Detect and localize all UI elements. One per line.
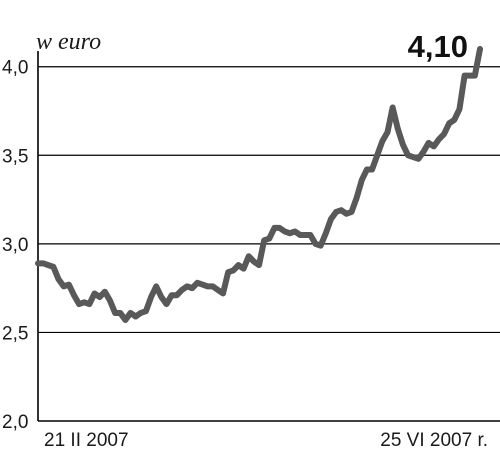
unit-label: w euro [36, 29, 101, 55]
x-end-label: 25 VI 2007 r. [380, 430, 488, 451]
y-tick-label: 3,5 [2, 146, 28, 167]
y-tick-label: 2,5 [2, 323, 28, 344]
y-tick-labels: 2,0 2,5 3,0 3,5 4,0 [2, 58, 28, 433]
y-tick-label: 3,0 [2, 235, 28, 256]
gridlines [38, 66, 500, 334]
last-value-label: 4,10 [408, 29, 468, 64]
series-line [35, 46, 483, 324]
y-tick-label: 2,0 [2, 412, 28, 433]
y-tick-label: 4,0 [2, 58, 28, 79]
x-start-label: 21 II 2007 [44, 430, 129, 451]
